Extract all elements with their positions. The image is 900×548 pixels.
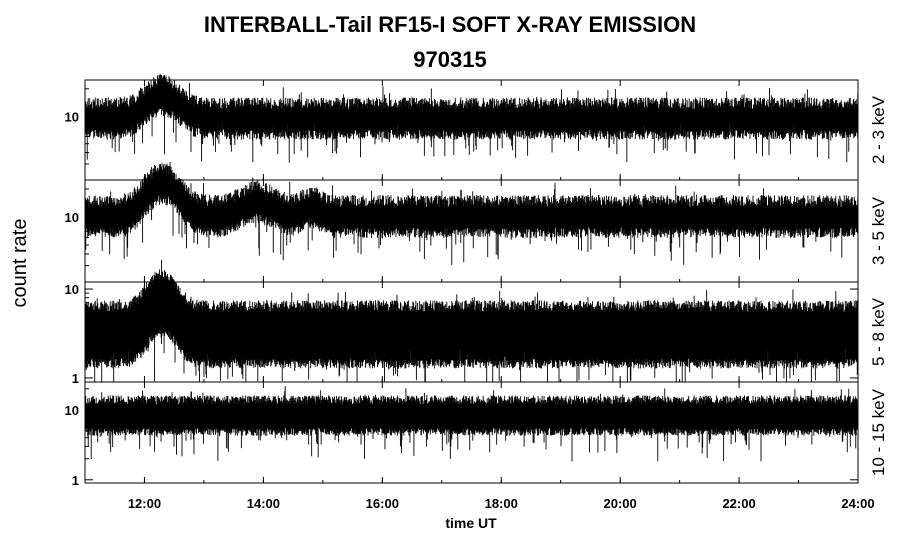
series-trace-3 [84,259,859,382]
x-axis-label: time UT [445,515,497,531]
x-tick-label-1: 12:00 [128,496,161,511]
band-label-3: 5 - 8 keV [869,297,888,366]
x-tick-label-4: 18:00 [485,496,518,511]
y-tick-label-4-1: 10 [65,403,79,418]
y-tick-label-2-1: 10 [65,210,79,225]
band-label-4: 10 - 15 keV [869,388,888,476]
x-tick-label-2: 14:00 [247,496,280,511]
x-tick-label-5: 20:00 [604,496,637,511]
y-axis-label: count rate [9,219,31,308]
series-trace-2 [84,162,859,266]
band-label-2: 3 - 5 keV [869,196,888,265]
panels-layer [84,74,859,462]
series-trace-1 [84,74,859,163]
axes-layer: 10 2 - 3 keV 10 3 - 5 keV 10 1 5 - 8 keV 10 1 10 … [65,79,888,511]
panel-frame-4 [84,381,859,484]
chart-subtitle: 970315 [413,47,487,72]
series-trace-4 [84,386,859,462]
chart-title: INTERBALL-Tail RF15-I SOFT X-RAY EMISSIO… [203,12,697,37]
y-tick-label-3-2: 1 [72,371,79,386]
x-tick-label-3: 16:00 [366,496,399,511]
x-tick-label-7: 24:00 [841,496,874,511]
y-tick-label-1-1: 10 [65,109,79,124]
band-label-1: 2 - 3 keV [869,95,888,164]
y-tick-label-4-2: 1 [72,473,79,488]
x-tick-label-6: 22:00 [722,496,755,511]
y-tick-label-3-1: 10 [65,282,79,297]
